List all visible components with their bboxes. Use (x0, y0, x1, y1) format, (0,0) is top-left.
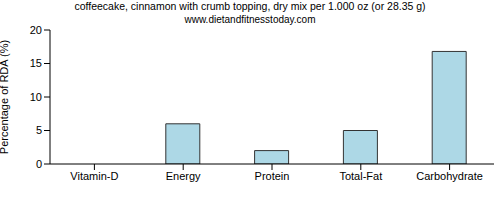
svg-text:5: 5 (36, 124, 42, 136)
svg-text:Total-Fat: Total-Fat (339, 170, 382, 182)
svg-text:10: 10 (30, 91, 42, 103)
svg-text:20: 20 (30, 24, 42, 36)
svg-text:Protein: Protein (255, 170, 290, 182)
svg-text:0: 0 (36, 158, 42, 170)
html-text:coffeecake, cinnamon with crum: coffeecake, cinnamon with crumb topping,… (74, 0, 426, 12)
svg-text:15: 15 (30, 57, 42, 69)
svg-text:Carbohydrate: Carbohydrate (416, 170, 483, 182)
svg-text:Vitamin-D: Vitamin-D (70, 170, 118, 182)
svg-text:Percentage of RDA (%): Percentage of RDA (%) (8, 40, 10, 154)
html-text:www.dietandfitnesstoday.com: www.dietandfitnesstoday.com (184, 14, 316, 25)
svg-text:Energy: Energy (166, 170, 201, 182)
